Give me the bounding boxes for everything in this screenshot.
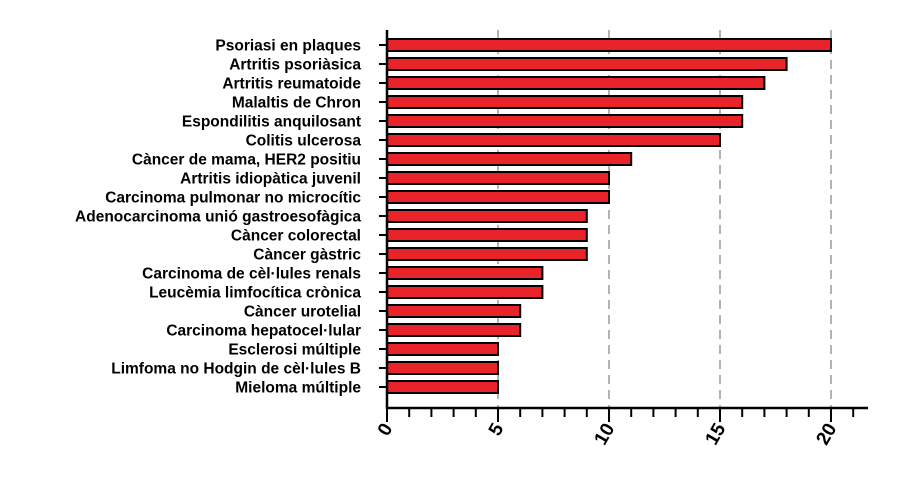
category-label: Espondilitis anquilosant	[182, 114, 361, 131]
category-label: Càncer gàstric	[253, 247, 361, 264]
category-label: Artritis reumatoide	[222, 76, 361, 93]
category-label: Carcinoma pulmonar no microcític	[105, 190, 361, 207]
bar-8	[386, 190, 610, 204]
category-label: Adenocarcinoma unió gastroesofàgica	[75, 209, 361, 226]
bar-14	[386, 304, 522, 318]
category-label: Colitis ulcerosa	[246, 133, 362, 150]
bar-3	[386, 95, 744, 109]
category-label: Psoriasi en plaques	[215, 38, 361, 55]
bar-12	[386, 266, 544, 280]
x-tick-labels: 0 5 10 15 20	[374, 420, 841, 449]
bar-6	[386, 152, 633, 166]
bar-7	[386, 171, 610, 185]
x-tick-label: 10	[591, 420, 620, 449]
bar-1	[386, 57, 788, 71]
bar-2	[386, 76, 766, 90]
bar-10	[386, 228, 588, 242]
category-label: Carcinoma hepatocel·lular	[166, 323, 361, 340]
category-label: Càncer colorectal	[231, 228, 361, 245]
category-label: Artritis idiopàtica juvenil	[180, 171, 361, 188]
category-label: Càncer urotelial	[244, 304, 361, 321]
x-tick-label: 15	[702, 420, 731, 449]
bar-4	[386, 114, 744, 128]
category-label: Esclerosi múltiple	[228, 342, 361, 359]
category-label: Artritis psoriàsica	[229, 57, 361, 74]
bar-18	[386, 380, 499, 394]
bar-17	[386, 361, 499, 375]
x-tick-label: 0	[374, 420, 397, 440]
bar-0	[386, 38, 832, 52]
category-label: Carcinoma de cèl·lules renals	[142, 266, 361, 283]
category-label: Malaltis de Chron	[232, 95, 361, 112]
bar-13	[386, 285, 544, 299]
category-label: Mieloma múltiple	[235, 380, 361, 397]
bar-9	[386, 209, 588, 223]
bar-5	[386, 133, 721, 147]
x-tick-label: 5	[485, 420, 509, 440]
bars	[386, 38, 832, 394]
category-label: Leucèmia limfocítica crònica	[149, 285, 361, 302]
x-tick-label: 20	[813, 420, 842, 449]
axes	[379, 30, 868, 422]
category-label: Limfoma no Hodgin de cèl·lules B	[111, 361, 361, 378]
category-labels: Psoriasi en plaques Artritis psoriàsica Ar…	[75, 38, 361, 397]
bar-15	[386, 323, 522, 337]
bar-11	[386, 247, 588, 261]
category-label: Càncer de mama, HER2 positiu	[132, 152, 361, 169]
bar-16	[386, 342, 499, 356]
